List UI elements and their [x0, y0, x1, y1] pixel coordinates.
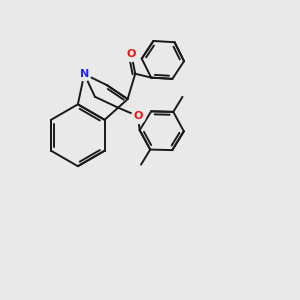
Text: O: O	[133, 111, 142, 121]
Text: O: O	[127, 49, 136, 58]
Text: N: N	[80, 69, 89, 79]
